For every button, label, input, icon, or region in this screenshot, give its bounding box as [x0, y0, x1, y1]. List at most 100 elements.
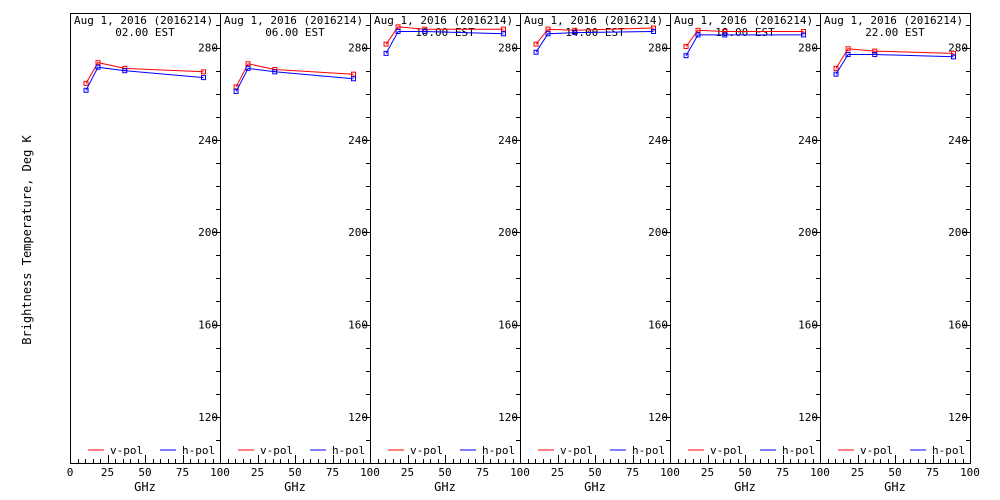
- data-point-h-pol: [695, 32, 701, 38]
- data-point-v-pol: [683, 43, 689, 49]
- y-tick-label: 280: [798, 42, 818, 55]
- data-point-v-pol: [695, 27, 701, 33]
- data-point-h-pol: [545, 31, 551, 37]
- y-tick-label: 200: [798, 226, 818, 239]
- data-point-v-pol: [951, 50, 956, 56]
- data-point-v-pol: [383, 41, 389, 47]
- series-line-h-pol: [385, 31, 504, 54]
- data-point-h-pol: [833, 71, 839, 77]
- x-tick-label: 75: [176, 466, 189, 479]
- series-line-v-pol: [535, 27, 654, 45]
- x-tick-label: 25: [851, 466, 864, 479]
- x-tick-label: 0: [67, 466, 74, 479]
- y-tick-label: 200: [348, 226, 368, 239]
- data-point-v-pol: [833, 65, 839, 71]
- data-point-v-pol: [501, 26, 506, 32]
- data-point-v-pol: [845, 46, 851, 52]
- y-tick-label: 240: [348, 134, 368, 147]
- legend-label-h-pol: h-pol: [632, 444, 665, 457]
- data-point-h-pol: [83, 87, 89, 93]
- x-tick-label: 100: [510, 466, 530, 479]
- y-tick-label: 200: [198, 226, 218, 239]
- x-tick-label: 100: [360, 466, 380, 479]
- data-point-v-pol: [351, 71, 356, 77]
- data-point-h-pol: [233, 88, 239, 94]
- x-tick-label: 75: [326, 466, 339, 479]
- data-point-h-pol: [951, 54, 956, 60]
- data-point-h-pol: [245, 65, 251, 71]
- x-tick-label: 100: [810, 466, 830, 479]
- y-tick-label: 240: [648, 134, 668, 147]
- data-point-h-pol: [383, 50, 389, 56]
- panel-subtitle: 02.00 EST: [115, 26, 175, 39]
- x-tick-label: 100: [960, 466, 980, 479]
- x-tick-label: 75: [776, 466, 789, 479]
- series-line-v-pol: [835, 48, 954, 69]
- x-axis-label: GHz: [434, 480, 456, 494]
- legend-label-h-pol: h-pol: [782, 444, 815, 457]
- x-tick-label: 50: [138, 466, 151, 479]
- panel-title: Aug 1, 2016 (2016214): [824, 14, 963, 27]
- x-axis-label: GHz: [284, 480, 306, 494]
- data-point-h-pol: [351, 76, 356, 82]
- data-point-h-pol: [201, 75, 206, 81]
- data-point-v-pol: [801, 28, 806, 34]
- data-point-h-pol: [845, 52, 851, 58]
- y-tick-label: 280: [198, 42, 218, 55]
- panel-subtitle: 22.00 EST: [865, 26, 925, 39]
- data-point-h-pol: [572, 30, 578, 36]
- x-tick-label: 50: [738, 466, 751, 479]
- y-tick-label: 160: [648, 319, 668, 332]
- legend-label-v-pol: v-pol: [110, 444, 143, 457]
- x-axis-label: GHz: [134, 480, 156, 494]
- legend-label-v-pol: v-pol: [410, 444, 443, 457]
- data-point-h-pol: [872, 52, 878, 58]
- x-axis-label: GHz: [734, 480, 756, 494]
- x-tick-label: 75: [926, 466, 939, 479]
- panels-group: 120 160 200 240 280 0 25 50 75 100 GHz Aug 1, 2016 …: [67, 13, 980, 494]
- x-tick-label: 25: [251, 466, 264, 479]
- y-tick-label: 160: [798, 319, 818, 332]
- x-tick-label: 50: [588, 466, 601, 479]
- x-tick-label: 50: [288, 466, 301, 479]
- data-point-h-pol: [272, 69, 278, 75]
- data-point-v-pol: [83, 80, 89, 86]
- x-tick-label: 100: [210, 466, 230, 479]
- data-point-v-pol: [201, 69, 206, 75]
- legend-label-v-pol: v-pol: [710, 444, 743, 457]
- y-tick-label: 120: [348, 411, 368, 424]
- y-tick-label: 120: [498, 411, 518, 424]
- series-line-v-pol: [85, 62, 204, 84]
- data-point-v-pol: [722, 28, 728, 34]
- legend-label-h-pol: h-pol: [932, 444, 965, 457]
- y-tick-label: 200: [948, 226, 968, 239]
- data-point-h-pol: [722, 32, 728, 38]
- y-tick-label: 240: [948, 134, 968, 147]
- data-point-h-pol: [651, 28, 656, 34]
- legend-label-h-pol: h-pol: [182, 444, 215, 457]
- figure-y-axis-label: Brightness Temperature, Deg K: [20, 134, 34, 344]
- y-tick-label: 200: [648, 226, 668, 239]
- y-tick-label: 120: [798, 411, 818, 424]
- panel-subtitle: 18.00 EST: [715, 26, 775, 39]
- data-point-h-pol: [533, 49, 539, 55]
- panel-title: Aug 1, 2016 (2016214): [74, 14, 213, 27]
- legend-label-v-pol: v-pol: [560, 444, 593, 457]
- x-tick-label: 75: [626, 466, 639, 479]
- y-tick-label: 160: [198, 319, 218, 332]
- y-tick-label: 240: [798, 134, 818, 147]
- panel-4: 120 160 200 240 280 25 50 75 100 GHz Aug 1, 2016 (…: [520, 13, 680, 494]
- panel-2: 120 160 200 240 280 25 50 75 100 GHz Aug 1, 2016 (…: [220, 13, 380, 494]
- panel-title: Aug 1, 2016 (2016214): [674, 14, 813, 27]
- data-point-h-pol: [422, 28, 428, 34]
- data-point-h-pol: [122, 68, 128, 74]
- x-tick-label: 25: [551, 466, 564, 479]
- x-axis-label: GHz: [584, 480, 606, 494]
- plot-frame: [820, 13, 971, 464]
- data-point-v-pol: [545, 26, 551, 32]
- panel-title: Aug 1, 2016 (2016214): [374, 14, 513, 27]
- y-tick-label: 120: [648, 411, 668, 424]
- y-tick-label: 240: [198, 134, 218, 147]
- series-line-h-pol: [685, 34, 804, 56]
